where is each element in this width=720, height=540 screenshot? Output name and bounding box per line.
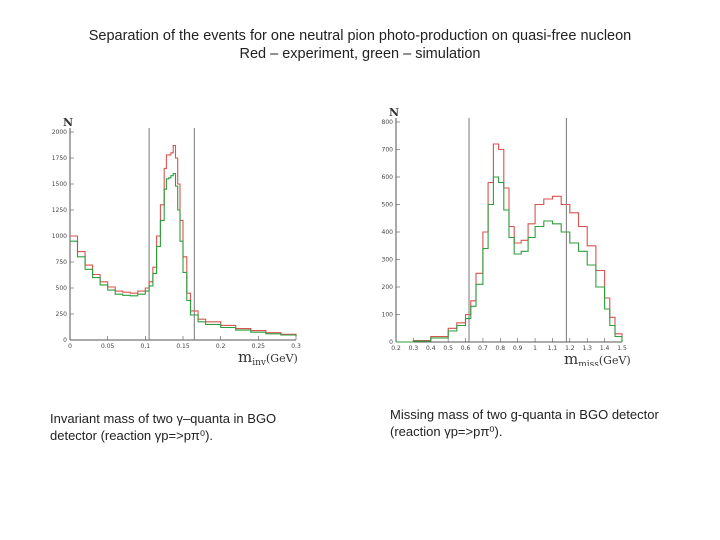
y-tick-label: 0 bbox=[63, 337, 67, 344]
y-axis-label: N bbox=[389, 106, 399, 119]
x-tick-label: 1.3 bbox=[582, 345, 592, 352]
y-tick-label: 500 bbox=[382, 202, 394, 209]
x-tick-label: 0 bbox=[68, 343, 72, 350]
x-axis-label-main: m bbox=[564, 350, 578, 366]
y-tick-label: 2000 bbox=[52, 129, 67, 136]
x-tick-label: 1.5 bbox=[617, 345, 627, 352]
x-tick-label: 0.3 bbox=[409, 345, 419, 352]
y-axis-label: N bbox=[63, 116, 73, 129]
chart-invariant-mass: 0 250 500 750 1000 1250 1500 1750 2000 0 0.05 0.1 0.… bbox=[48, 104, 308, 366]
x-axis-label-unit: (GeV) bbox=[599, 354, 631, 366]
x-tick-label: 0.2 bbox=[391, 345, 401, 352]
chart-invariant-mass-svg: 0 250 500 750 1000 1250 1500 1750 2000 0 0.05 0.1 0.… bbox=[52, 116, 301, 366]
x-tick-label: 0.25 bbox=[252, 343, 266, 350]
x-tick-label: 0.7 bbox=[478, 345, 488, 352]
y-tick-label: 300 bbox=[382, 257, 394, 264]
x-axis-label-subscript: miss bbox=[578, 360, 599, 366]
x-tick-label: 1.1 bbox=[548, 345, 558, 352]
x-tick-label: 1.4 bbox=[600, 345, 610, 352]
y-tick-label: 1250 bbox=[52, 207, 67, 214]
x-tick-label: 0.2 bbox=[216, 343, 226, 350]
experiment-histogram bbox=[70, 144, 297, 336]
y-tick-label: 250 bbox=[56, 311, 68, 318]
x-tick-label: 1 bbox=[533, 345, 537, 352]
caption-missing-mass: Missing mass of two g-quanta in BGO dete… bbox=[390, 407, 659, 439]
x-tick-label: 0.9 bbox=[513, 345, 523, 352]
x-tick-label: 1.2 bbox=[565, 345, 575, 352]
y-tick-label: 800 bbox=[382, 119, 394, 126]
x-tick-label: 0.4 bbox=[426, 345, 436, 352]
y-tick-label: 100 bbox=[382, 312, 394, 319]
x-axis-label: minv(GeV) bbox=[238, 348, 298, 366]
x-axis-label-main: m bbox=[238, 348, 252, 366]
y-tick-label: 0 bbox=[389, 339, 393, 346]
x-axis-label: mmiss(GeV) bbox=[564, 350, 631, 366]
x-tick-label: 0.8 bbox=[496, 345, 506, 352]
x-tick-label: 0.05 bbox=[101, 343, 115, 350]
slide-title-line2: Red – experiment, green – simulation bbox=[239, 46, 481, 62]
x-tick-label: 0.6 bbox=[461, 345, 471, 352]
chart-missing-mass: 0 100 200 300 400 500 600 700 800 0.2 0.3 0.4 0.5 0.6… bbox=[372, 104, 634, 366]
y-tick-label: 1500 bbox=[52, 181, 67, 188]
experiment-histogram bbox=[396, 143, 623, 343]
y-tick-label: 500 bbox=[56, 285, 68, 292]
x-tick-label: 0.3 bbox=[291, 343, 301, 350]
simulation-histogram bbox=[396, 176, 623, 343]
x-axis-label-subscript: inv bbox=[252, 358, 267, 366]
y-tick-label: 200 bbox=[382, 284, 394, 291]
slide-title-line1: Separation of the events for one neutral… bbox=[88, 28, 632, 44]
chart-missing-mass-svg: 0 100 200 300 400 500 600 700 800 0.2 0.3 0.4 0.5 0.6… bbox=[382, 106, 631, 366]
caption-invariant-mass: Invariant mass of two γ–quanta in BGO de… bbox=[50, 411, 277, 443]
y-tick-label: 1000 bbox=[52, 233, 67, 240]
x-tick-label: 0.15 bbox=[176, 343, 190, 350]
y-tick-label: 600 bbox=[382, 174, 394, 181]
y-tick-label: 700 bbox=[382, 147, 394, 154]
y-tick-label: 1750 bbox=[52, 155, 67, 162]
x-tick-label: 0.1 bbox=[141, 343, 151, 350]
simulation-histogram bbox=[70, 173, 297, 337]
x-axis-label-unit: (GeV) bbox=[266, 352, 298, 365]
x-tick-label: 0.5 bbox=[443, 345, 453, 352]
y-tick-label: 400 bbox=[382, 229, 394, 236]
y-tick-label: 750 bbox=[56, 259, 68, 266]
